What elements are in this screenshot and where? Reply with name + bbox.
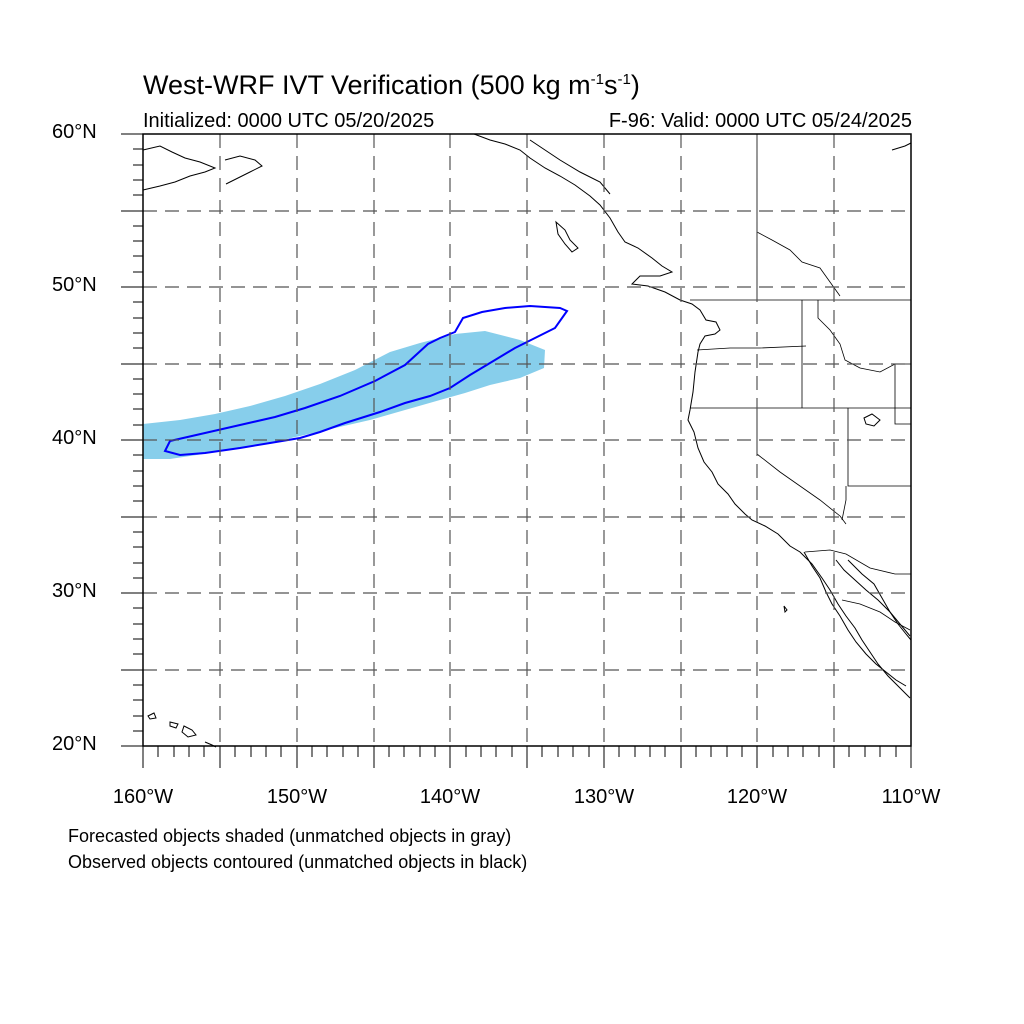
lon-label-150w: 150°W <box>266 786 328 808</box>
title-exp2: -1 <box>617 71 631 88</box>
left-ticks <box>121 133 143 747</box>
valid-time: F-96: Valid: 0000 UTC 05/24/2025 <box>608 110 912 132</box>
title-suffix: ) <box>630 70 640 100</box>
title-prefix: West-WRF IVT Verification (500 kg m <box>143 70 591 100</box>
lat-label-60n: 60°N <box>52 121 97 143</box>
lat-label-20n: 20°N <box>52 733 97 755</box>
observed-note: Observed objects contoured (unmatched ob… <box>68 852 528 872</box>
lon-label-110w: 110°W <box>881 786 941 808</box>
state-boundaries <box>690 134 911 631</box>
map-title: West-WRF IVT Verification (500 kg m-1s-1… <box>143 70 640 101</box>
bottom-ticks <box>142 746 912 768</box>
lon-label-160w: 160°W <box>112 786 174 808</box>
title-mid: s <box>603 70 618 100</box>
lat-label-50n: 50°N <box>52 274 97 296</box>
lat-label-30n: 30°N <box>52 580 97 602</box>
coastlines <box>142 133 912 748</box>
title-exp1: -1 <box>590 71 604 88</box>
lon-label-130w: 130°W <box>573 786 635 808</box>
initialized-time: Initialized: 0000 UTC 05/20/2025 <box>143 110 435 132</box>
lon-label-140w: 140°W <box>419 786 481 808</box>
observed-object-contour <box>163 304 569 457</box>
forecast-note: Forecasted objects shaded (unmatched obj… <box>68 826 512 846</box>
lat-label-40n: 40°N <box>52 427 97 449</box>
graticule <box>143 134 911 746</box>
lon-label-120w: 120°W <box>726 786 788 808</box>
